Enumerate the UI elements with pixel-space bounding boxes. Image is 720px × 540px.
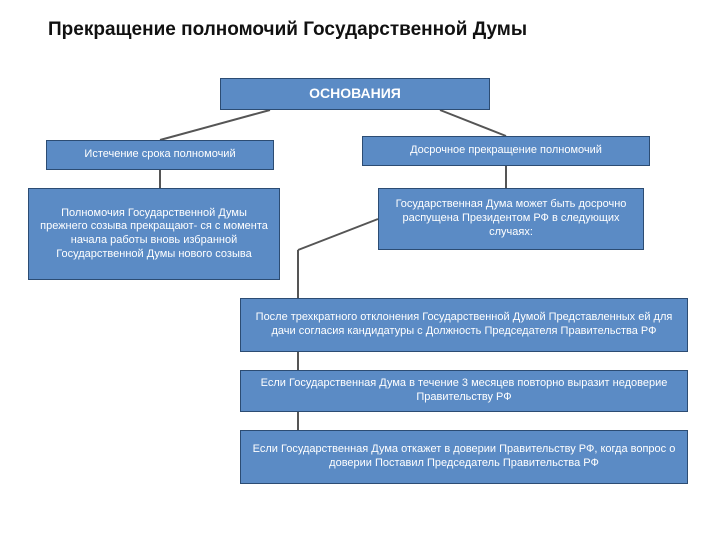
case-box-3: Если Государственная Дума откажет в дове… <box>240 430 688 484</box>
branch-right-heading: Досрочное прекращение полномочий <box>362 136 650 166</box>
root-box: ОСНОВАНИЯ <box>220 78 490 110</box>
branch-right-detail: Государственная Дума может быть досрочно… <box>378 188 644 250</box>
branch-left-detail: Полномочия Государственной Думы прежнего… <box>28 188 280 280</box>
branch-left-heading: Истечение срока полномочий <box>46 140 274 170</box>
case-box-1: После трехкратного отклонения Государств… <box>240 298 688 352</box>
case-box-2: Если Государственная Дума в течение 3 ме… <box>240 370 688 412</box>
page-title: Прекращение полномочий Государственной Д… <box>48 18 608 42</box>
